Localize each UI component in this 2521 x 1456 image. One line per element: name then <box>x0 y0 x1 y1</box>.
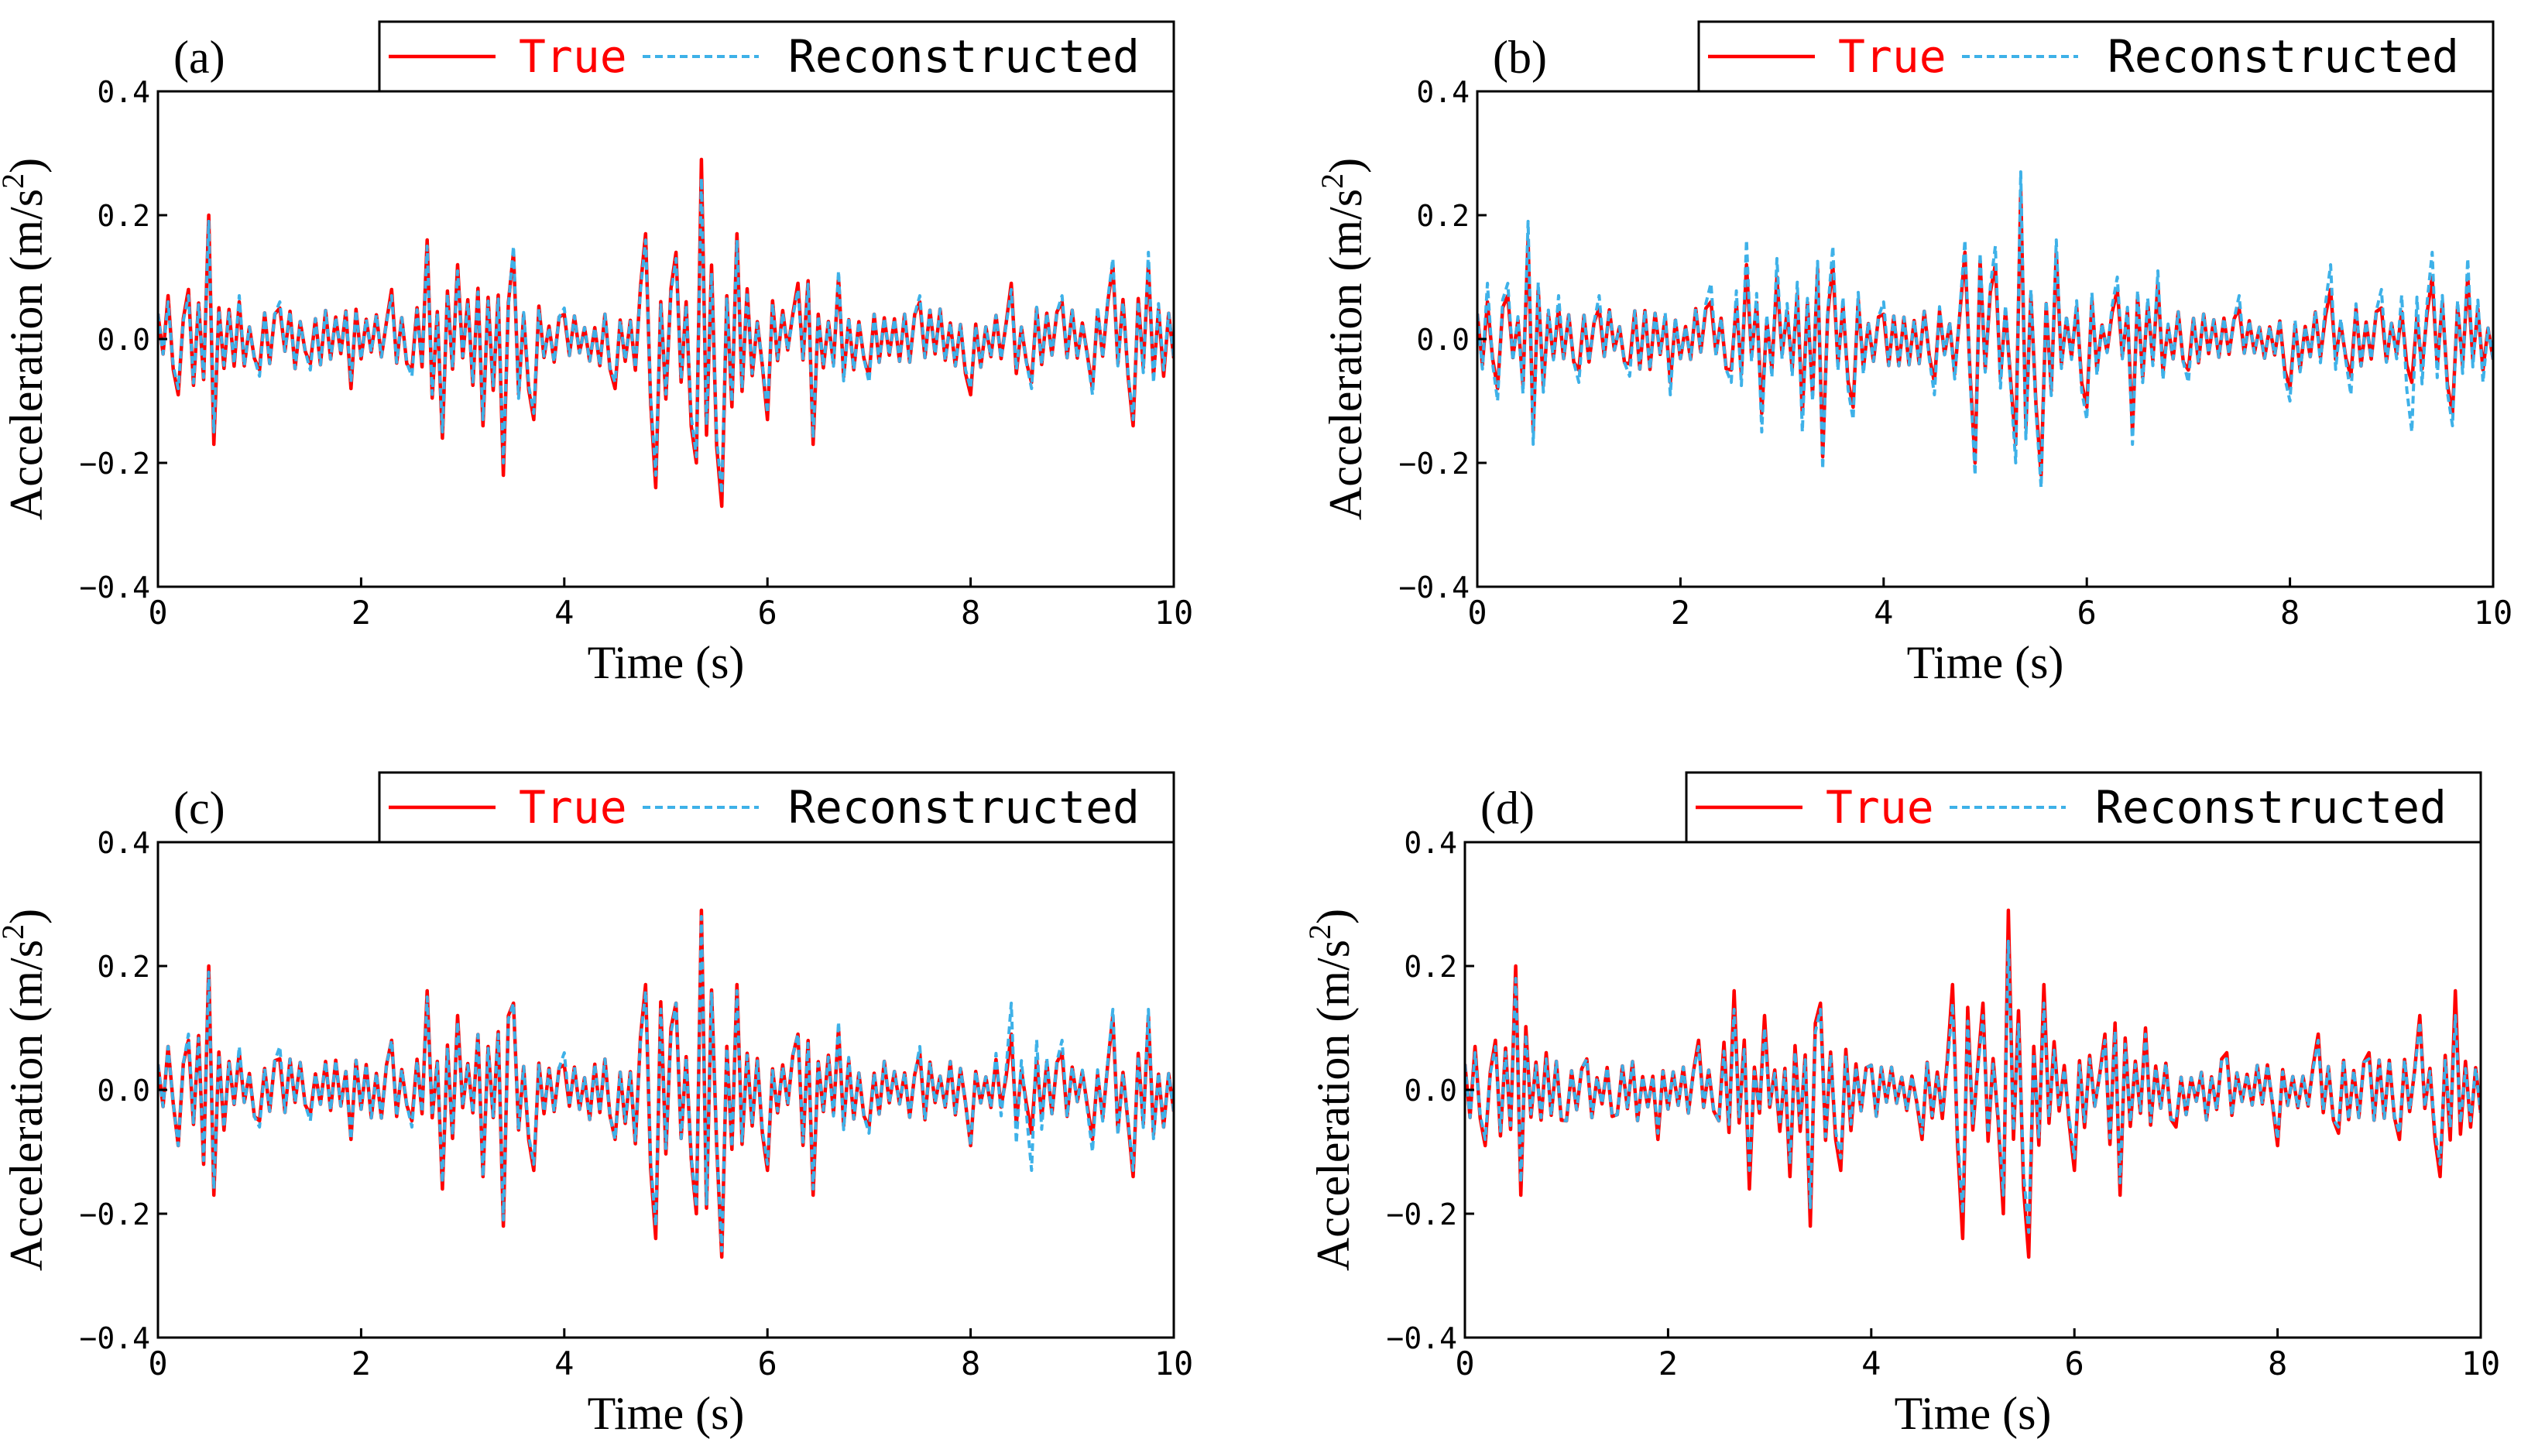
y-tick-label: −0.4 <box>79 1321 150 1355</box>
y-tick-label: 0.2 <box>1416 199 1470 233</box>
plot-area <box>158 908 1174 1259</box>
series-line-reconstructed <box>1477 170 2493 489</box>
y-tick-label: −0.2 <box>79 1197 150 1232</box>
legend-label-true: True <box>519 30 627 83</box>
x-tick-label: 10 <box>1154 1345 1194 1382</box>
y-tick-label: 0.4 <box>97 75 150 109</box>
x-tick-label: 0 <box>148 1345 167 1382</box>
y-tick-label: 0.4 <box>1416 75 1470 109</box>
x-tick-label: 2 <box>1671 594 1690 632</box>
y-axis-title: Acceleration (m/s2) <box>0 158 52 520</box>
x-axis-title: Time (s) <box>1907 637 2064 688</box>
series-line-reconstructed <box>158 176 1174 495</box>
x-tick-label: 4 <box>1874 594 1893 632</box>
panel-b: 0 2 4 6 8 10 −0.4 −0.2 0.0 0.2 0.4 Time (s) Accelera… <box>1315 20 2513 688</box>
y-tick-label: 0.2 <box>97 950 150 984</box>
x-tick-label: 10 <box>2474 594 2513 632</box>
series-line-true <box>158 157 1174 509</box>
legend-box <box>378 20 1175 93</box>
legend-box <box>378 771 1175 844</box>
panel-label: (a) <box>173 32 225 83</box>
y-tick-label: −0.2 <box>1398 447 1470 481</box>
legend-label-reconstructed: Reconstructed <box>2108 30 2459 83</box>
x-tick-label: 8 <box>2280 594 2300 632</box>
legend-label-reconstructed: Reconstructed <box>788 781 1140 834</box>
series-line-reconstructed <box>158 915 1174 1252</box>
plot-area <box>1477 170 2493 489</box>
x-tick-label: 2 <box>352 1345 371 1382</box>
legend-label-reconstructed: Reconstructed <box>788 30 1140 83</box>
series-line-reconstructed <box>1465 940 2481 1234</box>
panel-a: 0 2 4 6 8 10 −0.4 −0.2 0.0 0.2 0.4 Time (s) Accelera… <box>0 20 1194 688</box>
x-tick-label: 8 <box>961 594 980 632</box>
legend-label-true: True <box>1838 30 1946 83</box>
x-tick-label: 4 <box>554 594 574 632</box>
panel-label: (d) <box>1480 783 1535 834</box>
x-tick-label: 0 <box>1467 594 1487 632</box>
x-tick-label: 2 <box>1658 1345 1678 1382</box>
legend-box <box>1685 771 2482 844</box>
x-axis-title: Time (s) <box>588 637 745 688</box>
y-tick-label: 0.0 <box>1416 323 1470 357</box>
plot-area <box>1465 908 2481 1259</box>
series-line-true <box>1465 908 2481 1259</box>
panel-d: 0 2 4 6 8 10 −0.4 −0.2 0.0 0.2 0.4 Time (s) Accelera… <box>1302 771 2501 1439</box>
x-tick-label: 0 <box>148 594 167 632</box>
legend-box <box>1697 20 2495 93</box>
y-tick-label: −0.4 <box>1386 1321 1457 1355</box>
legend-label-true: True <box>519 781 627 834</box>
y-axis-title: Acceleration (m/s2) <box>1315 158 1371 520</box>
x-tick-label: 2 <box>352 594 371 632</box>
y-tick-label: −0.2 <box>79 447 150 481</box>
x-tick-label: 10 <box>1154 594 1194 632</box>
x-tick-label: 4 <box>554 1345 574 1382</box>
x-axis-title: Time (s) <box>1895 1388 2052 1439</box>
legend-label-reconstructed: Reconstructed <box>2095 781 2447 834</box>
axes-frame <box>156 841 1175 1339</box>
y-tick-label: 0.4 <box>1404 826 1457 860</box>
y-tick-label: 0.0 <box>1404 1074 1457 1108</box>
x-tick-label: 6 <box>758 594 777 632</box>
series-line-true <box>158 908 1174 1259</box>
y-tick-label: −0.2 <box>1386 1197 1457 1232</box>
y-tick-label: 0.2 <box>1404 950 1457 984</box>
x-tick-label: 6 <box>758 1345 777 1382</box>
x-tick-label: 6 <box>2065 1345 2084 1382</box>
panel-label: (c) <box>173 783 225 834</box>
y-tick-label: −0.4 <box>1398 570 1470 605</box>
y-tick-label: 0.0 <box>97 1074 150 1108</box>
x-tick-label: 8 <box>961 1345 980 1382</box>
y-tick-label: 0.4 <box>97 826 150 860</box>
y-tick-label: 0.2 <box>97 199 150 233</box>
x-axis-title: Time (s) <box>588 1388 745 1439</box>
panel-label: (b) <box>1493 32 1547 83</box>
x-tick-label: 10 <box>2461 1345 2501 1382</box>
x-tick-label: 0 <box>1455 1345 1474 1382</box>
y-tick-label: −0.4 <box>79 570 150 605</box>
x-tick-label: 6 <box>2077 594 2097 632</box>
y-axis-title: Acceleration (m/s2) <box>1302 909 1359 1271</box>
x-tick-label: 8 <box>2268 1345 2287 1382</box>
legend-label-true: True <box>1826 781 1934 834</box>
y-axis-title: Acceleration (m/s2) <box>0 909 52 1271</box>
x-tick-label: 4 <box>1861 1345 1881 1382</box>
panel-c: 0 2 4 6 8 10 −0.4 −0.2 0.0 0.2 0.4 Time (s) Accelera… <box>0 771 1194 1439</box>
y-tick-label: 0.0 <box>97 323 150 357</box>
plot-area <box>158 157 1174 509</box>
